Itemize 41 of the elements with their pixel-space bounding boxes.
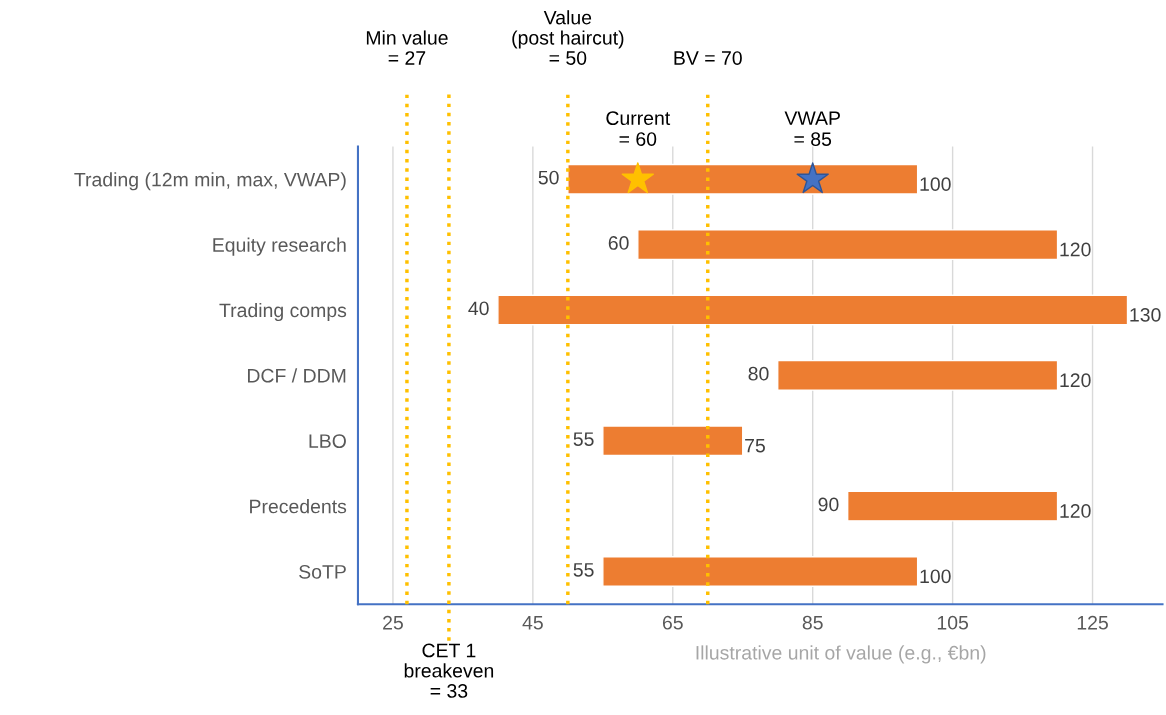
series-label: Current = 60 [606,111,671,146]
x-tick-label: 25 [383,615,403,630]
y-tick-label: Precedents [250,499,347,514]
annotation: 75 [745,438,765,453]
annotation: 100 [920,569,951,584]
y-tick-label: Equity research [213,237,346,256]
bar [602,556,919,587]
annotation: 120 [1060,242,1091,257]
y-tick-label: Trading (12m min, max, VWAP) [74,172,346,191]
x-tick-label: 45 [522,616,543,630]
x-tick-label: 85 [802,615,823,630]
annotation: 120 [1060,504,1091,518]
bar [567,163,919,195]
ref-line-label: CET 1 breakeven = 33 [404,643,494,698]
annotation: 55 [573,432,594,446]
annotation: 90 [818,497,839,512]
y-tick-label: Trading comps [219,302,347,322]
bar [777,359,1059,391]
y-tick-label: SoTP [299,564,346,579]
annotation: 80 [748,366,769,381]
annotation: 40 [468,301,489,316]
bar [602,425,744,457]
annotation: 55 [573,563,594,577]
annotation: 60 [608,236,629,250]
y-tick-label: LBO [309,434,346,448]
annotation: 50 [538,170,559,185]
ref-line-label: BV = 70 [674,51,742,65]
ref-line-label: Min value = 27 [366,30,448,65]
x-tick-label: 105 [937,615,969,630]
bar [637,229,1059,261]
ref-line-label: Value (post haircut) = 50 [512,10,624,65]
annotation: 120 [1060,373,1091,388]
bar [497,294,1129,326]
series-label: VWAP = 85 [784,111,840,146]
annotation: 100 [920,177,951,192]
annotation: 130 [1130,307,1161,322]
x-axis-title: Illustrative unit of value (e.g., €bn) [696,645,986,664]
y-tick-label: DCF / DDM [248,368,346,383]
bar [846,490,1059,522]
x-tick-label: 65 [662,615,683,630]
x-tick-label: 125 [1077,615,1108,630]
